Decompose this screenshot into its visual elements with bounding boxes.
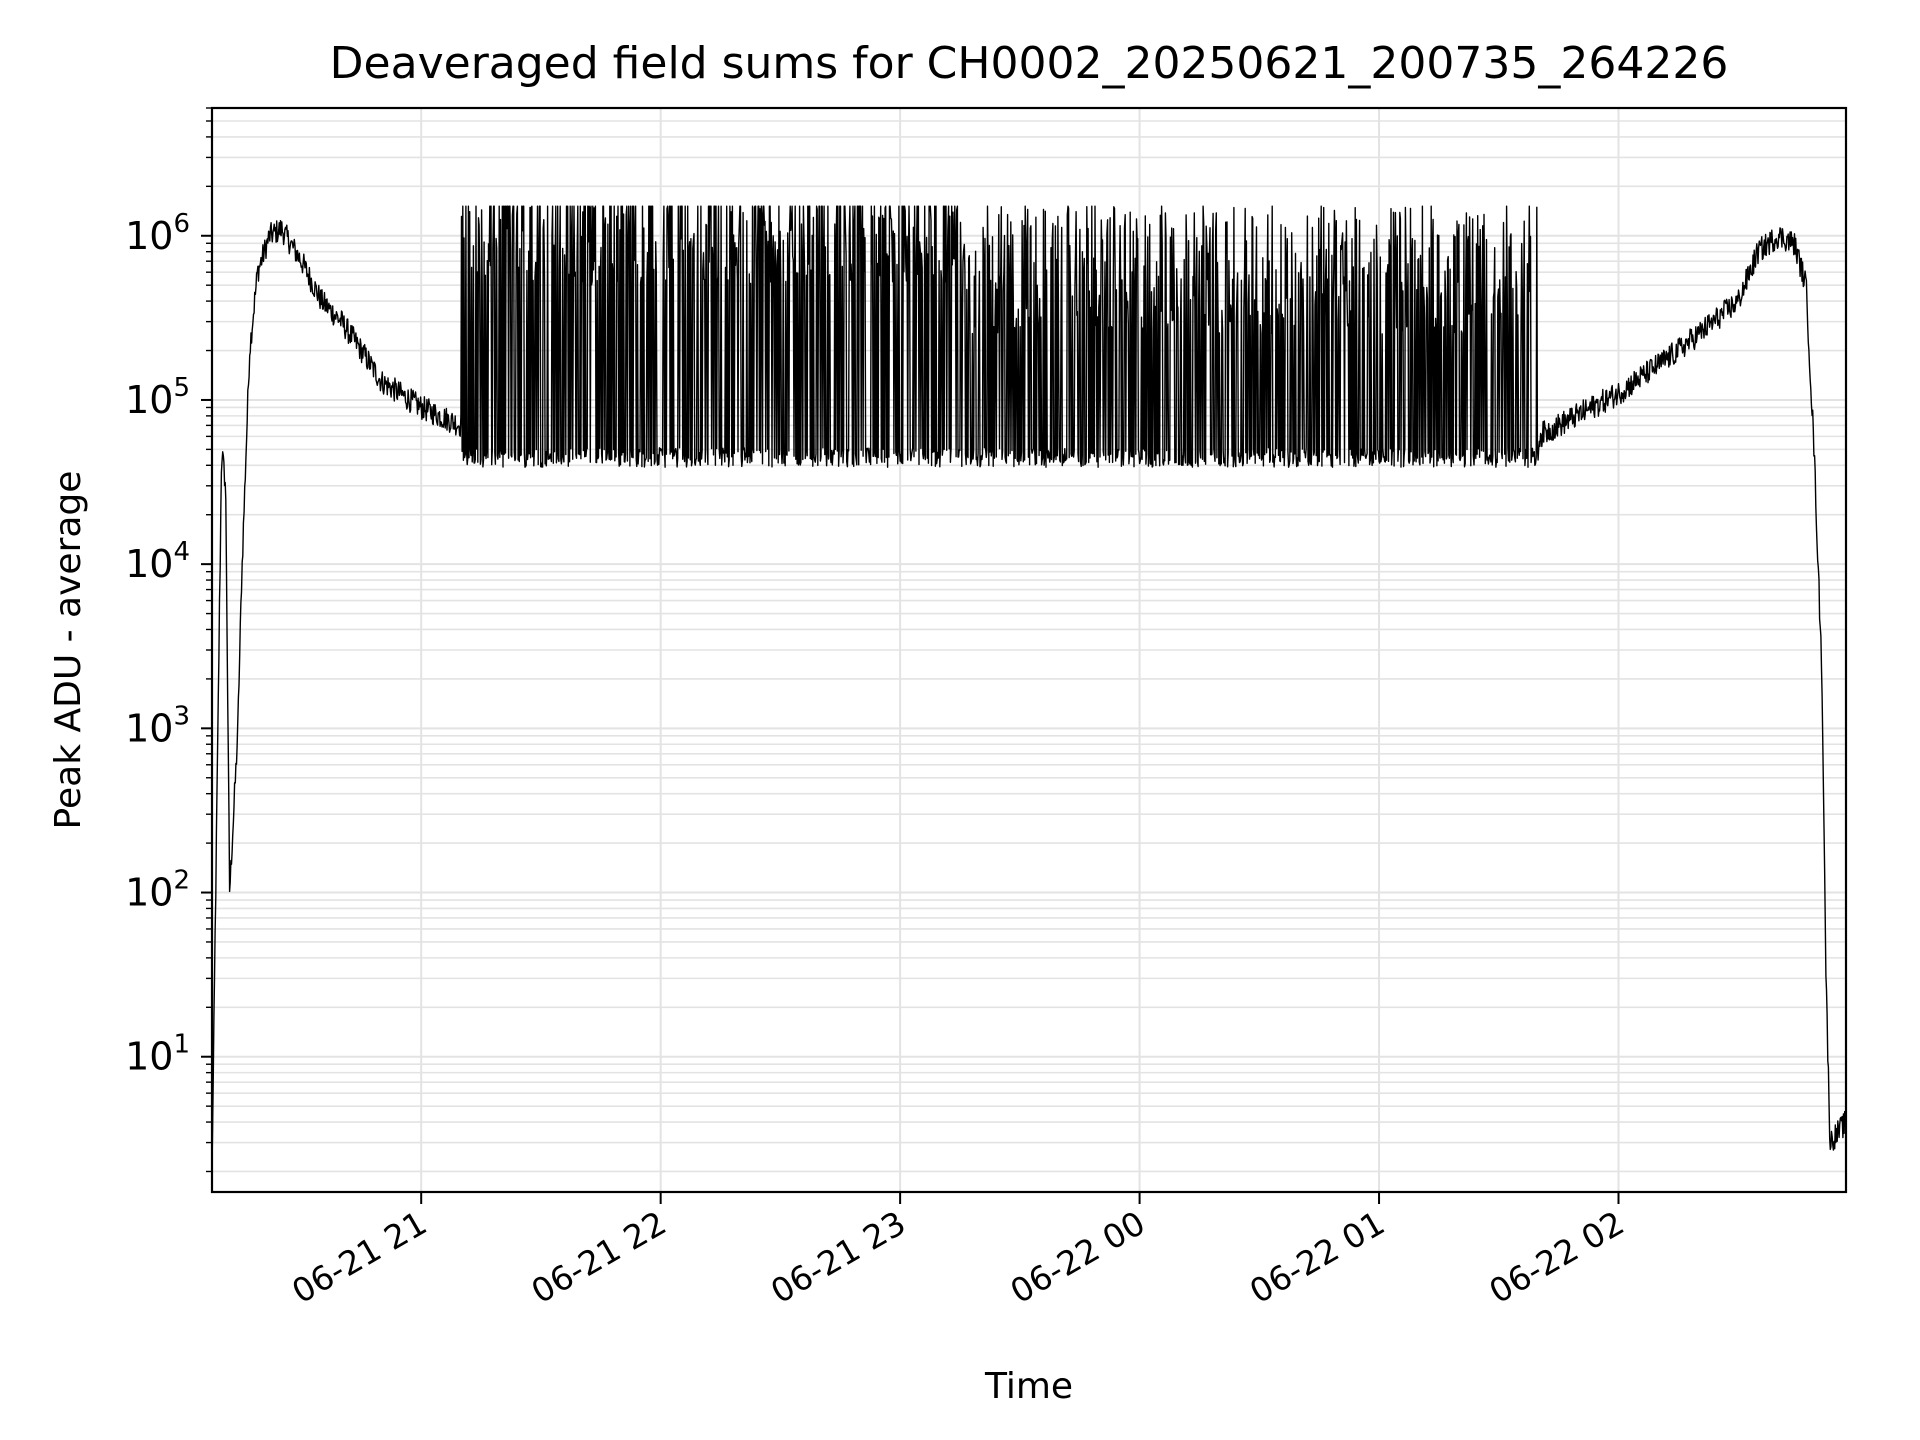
y-tick-label: 103 — [125, 701, 190, 750]
x-tick-label: 06-22 01 — [1243, 1203, 1391, 1311]
y-tick-exponent: 1 — [173, 1030, 190, 1060]
x-tick-label: 06-21 21 — [285, 1203, 433, 1311]
x-axis-label: Time — [984, 1366, 1073, 1407]
series-line — [211, 205, 1847, 1168]
y-tick-exponent: 4 — [173, 537, 190, 567]
y-tick-base: 10 — [125, 1035, 173, 1079]
y-tick-base: 10 — [125, 378, 173, 422]
grid-layer — [212, 107, 1846, 1192]
y-tick-label: 102 — [125, 866, 190, 915]
y-axis-label: Peak ADU - average — [48, 471, 89, 830]
x-tick-label: 06-22 02 — [1483, 1203, 1631, 1311]
y-tick-base: 10 — [125, 214, 173, 258]
x-axis-ticks: 06-21 21 06-22 00 06-21 22 06-21 23 06-22 01… — [285, 1192, 1631, 1311]
y-tick-label: 106 — [125, 209, 190, 258]
y-tick-label: 101 — [125, 1030, 190, 1079]
x-tick-label: 06-21 23 — [764, 1203, 912, 1311]
y-tick-exponent: 6 — [173, 209, 190, 239]
y-tick-base: 10 — [125, 542, 173, 586]
y-tick-exponent: 2 — [173, 866, 190, 896]
y-tick-exponent: 5 — [173, 373, 190, 403]
y-tick-label: 104 — [125, 537, 190, 586]
y-tick-base: 10 — [125, 871, 173, 915]
y-tick-base: 10 — [125, 706, 173, 750]
x-tick-label: 06-21 22 — [525, 1203, 673, 1311]
y-tick-exponent: 3 — [173, 701, 190, 731]
chart-title: Deaveraged field sums for CH0002_2025062… — [330, 38, 1729, 89]
x-tick-label: 06-22 00 — [1004, 1203, 1152, 1311]
y-minor-ticks — [206, 107, 212, 1173]
y-tick-label: 105 — [125, 373, 190, 422]
